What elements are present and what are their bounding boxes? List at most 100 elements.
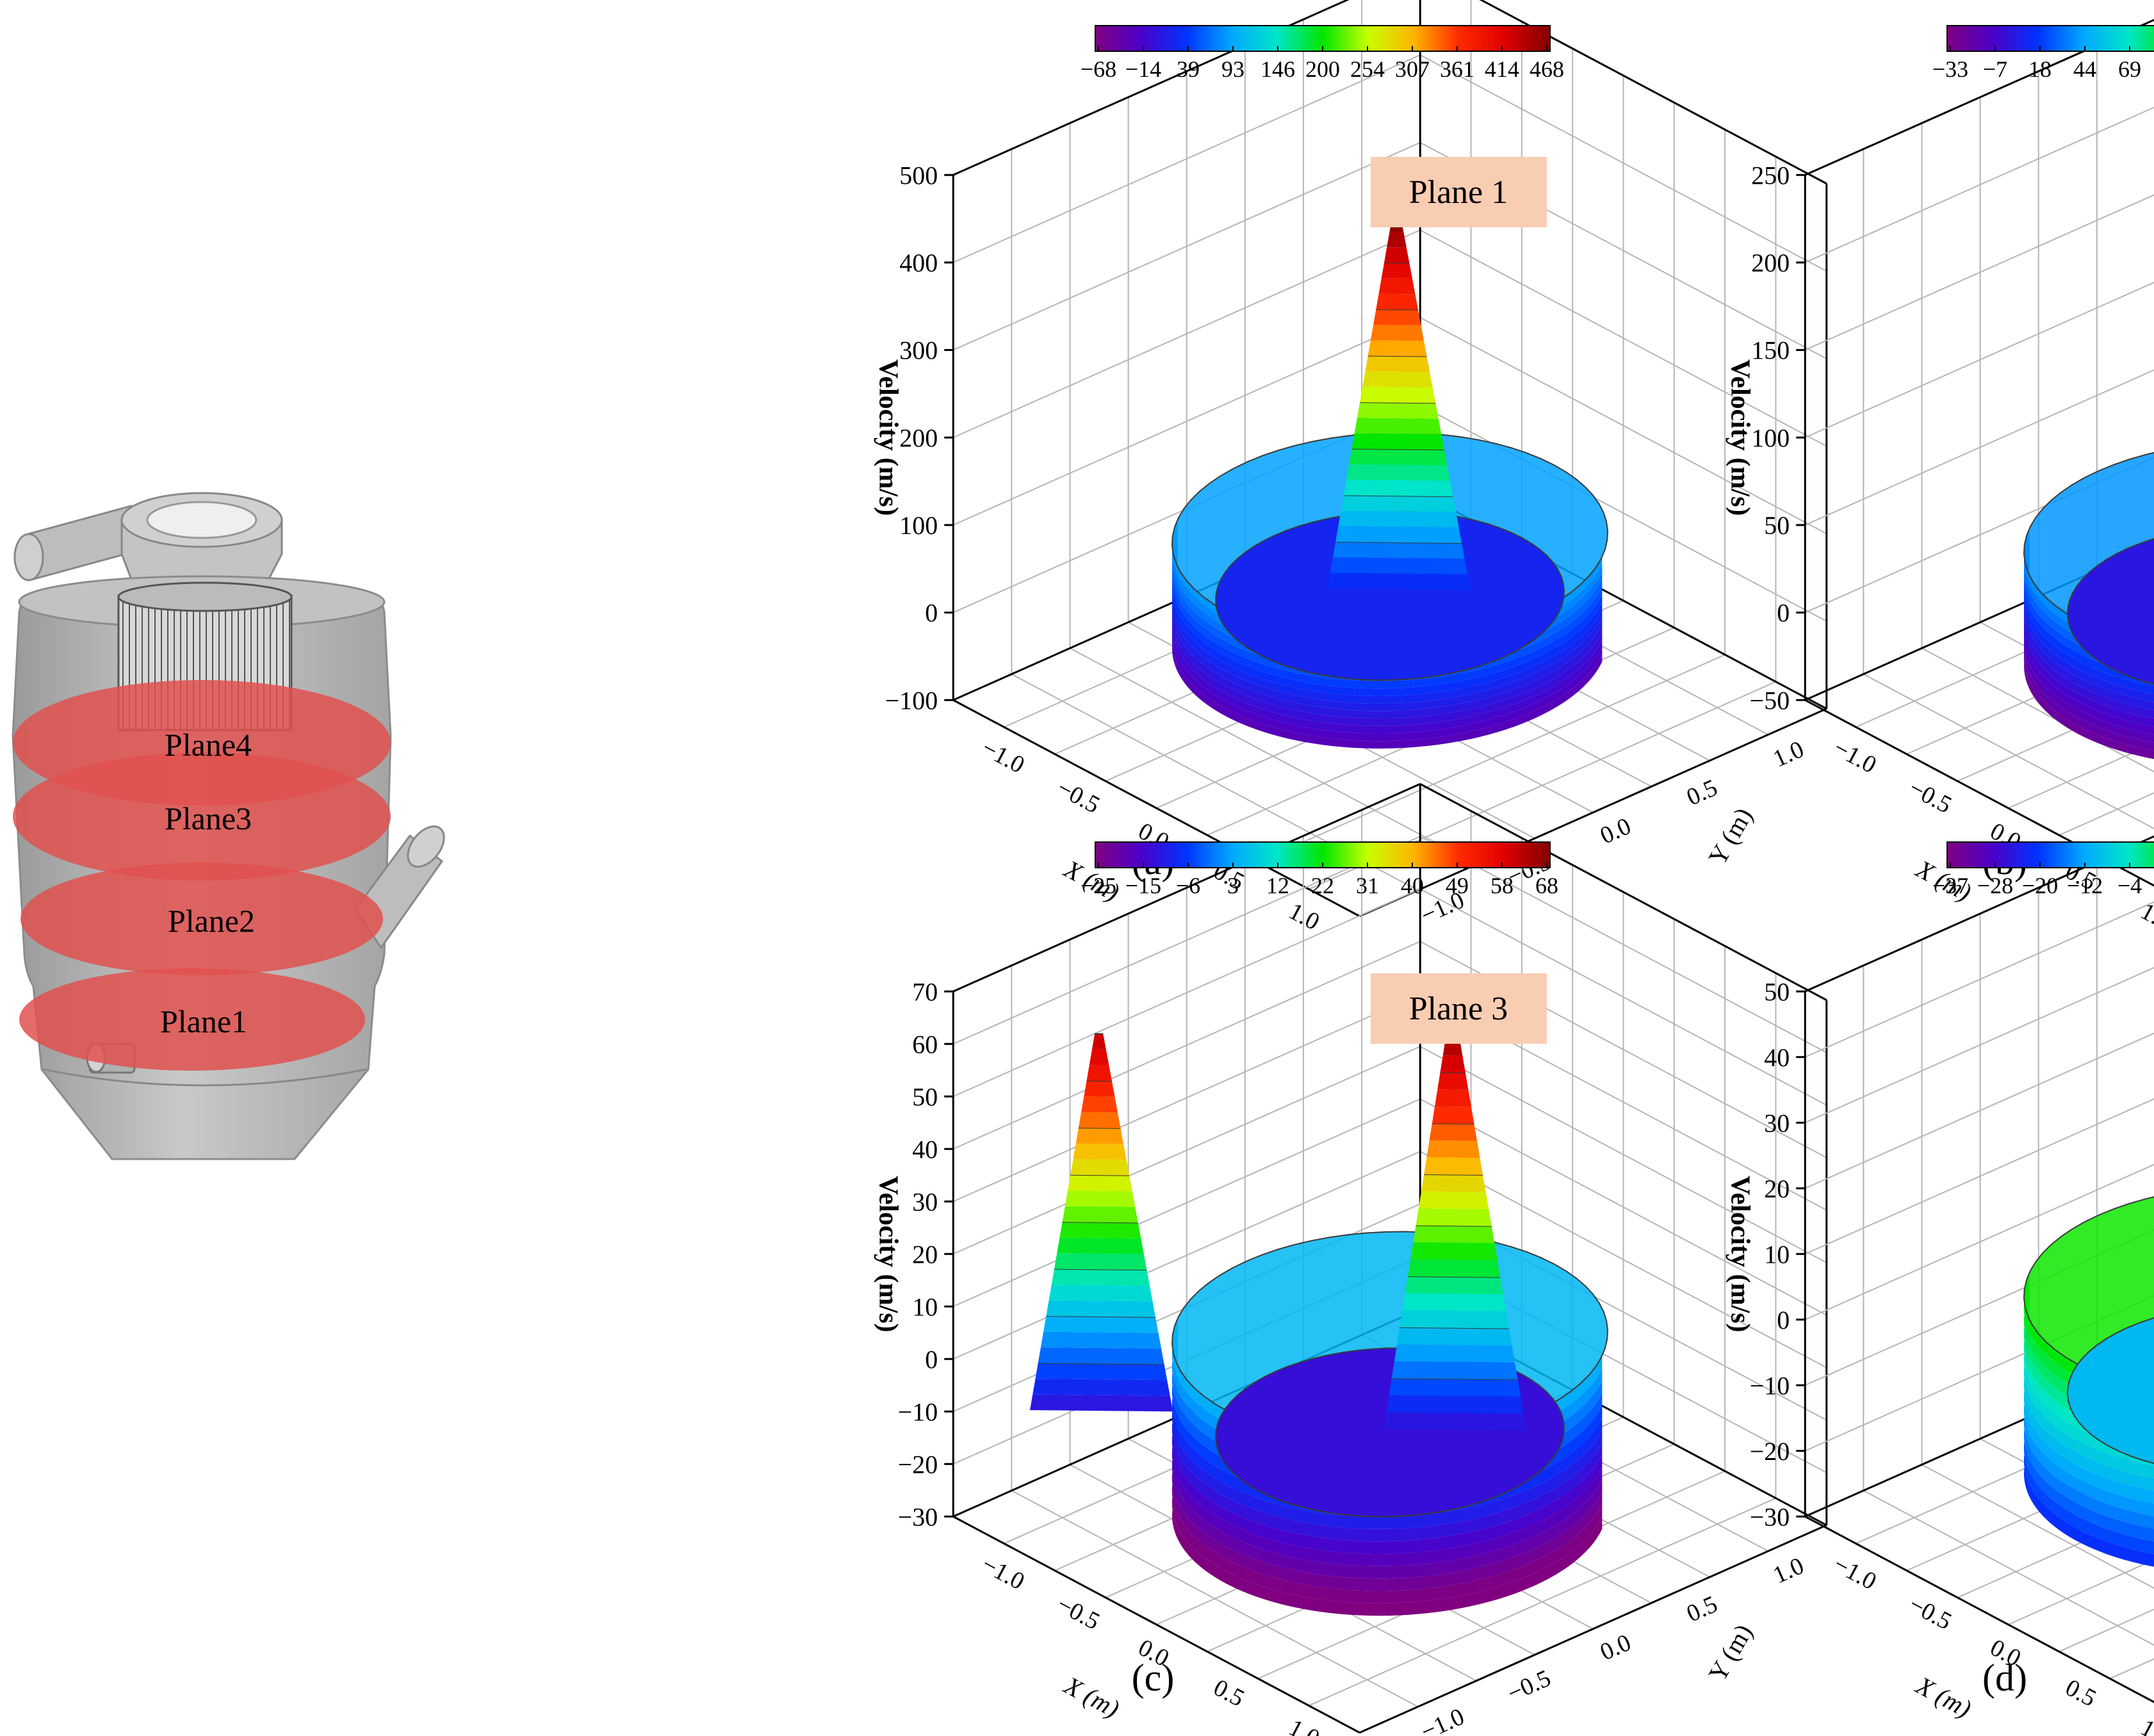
x-tick-label: 1.0 <box>2136 1714 2154 1736</box>
axis-edge <box>952 783 1421 993</box>
plane-label-text: Plane 3 <box>1409 991 1508 1027</box>
z-tick-label: 0 <box>1777 599 1790 628</box>
peak-slice <box>1429 1123 1478 1141</box>
grid-line-z <box>1804 194 2154 351</box>
peak-slice <box>1086 1065 1112 1082</box>
contour-line <box>1424 1173 1483 1176</box>
peak-slice <box>1365 355 1430 372</box>
contour-line <box>1038 1362 1164 1365</box>
inlet-pipe-opening <box>13 533 44 581</box>
colorbar-tick-label: 39 <box>1177 56 1200 82</box>
x-tick-label: −0.5 <box>1052 1591 1104 1635</box>
colorbar-tick-label: 361 <box>1440 56 1474 82</box>
grid-line-z <box>1804 967 2154 1124</box>
x-tick-label: −1.0 <box>1829 734 1881 779</box>
peak-slice <box>1330 557 1468 574</box>
ring-band <box>2023 577 2154 702</box>
colorbar-tick-label: −6 <box>1176 873 1200 898</box>
y-tick-label: 0.5 <box>1683 774 1721 811</box>
colorbar-tick-label: 58 <box>1490 873 1514 898</box>
ring-band <box>2023 569 2154 694</box>
ring-band <box>2023 1386 2154 1516</box>
x-tick-label: 1.0 <box>1284 1714 1324 1736</box>
peak-slice <box>1065 1190 1136 1207</box>
peak-slice <box>1399 1310 1510 1329</box>
peak-slice <box>1435 1089 1472 1107</box>
peak-slice <box>1437 1072 1469 1090</box>
peak-slice <box>1341 495 1456 512</box>
axis-edge <box>1359 708 1827 918</box>
ring-band <box>2023 560 2154 686</box>
grid-b <box>1804 19 2154 887</box>
grid-line-z <box>1804 106 2154 263</box>
contour-line <box>1070 1174 1130 1176</box>
colorbar-tick-label: 40 <box>1401 873 1424 898</box>
axis-edge <box>1804 835 2154 993</box>
peak-slice <box>1089 1049 1109 1066</box>
colorbar-tick-label: −15 <box>1125 873 1161 898</box>
ring-band <box>2023 609 2154 735</box>
peak-slice <box>1335 526 1462 544</box>
plane3-disk <box>13 752 391 880</box>
grid-line-floor <box>1309 1497 1776 1707</box>
contour-line <box>1360 402 1436 404</box>
grid-line-z <box>1804 1229 2154 1386</box>
z-tick-label: 100 <box>899 511 938 540</box>
peak-slice <box>1346 464 1450 481</box>
colorbar-tick-label: −33 <box>1932 56 1968 82</box>
peak-slice <box>1387 231 1407 248</box>
colorbar-tick-label: 22 <box>1311 873 1334 898</box>
plane3-label: Plane3 <box>165 800 252 836</box>
grid-line-floor <box>2008 742 2154 809</box>
peak-slice <box>1440 1055 1465 1073</box>
grid-line-z <box>1804 1098 2154 1255</box>
x-axis-label: X (m) <box>1059 1670 1124 1723</box>
axes-b: 250 200 150 100 50 0 −50 Velocity (m/s) −1.0 −0.5… <box>1725 19 2154 936</box>
axis-edge <box>1804 19 2154 176</box>
z-tick-label: 50 <box>1764 977 1790 1006</box>
z-tick-label: −100 <box>885 686 938 715</box>
grid-line-z <box>1804 1032 2154 1189</box>
surface-d <box>2023 1196 2154 1567</box>
peak-slice <box>1349 448 1448 466</box>
peak-slice <box>1370 325 1424 341</box>
peak-slice <box>1030 1394 1173 1412</box>
z-tick-label: 60 <box>912 1030 938 1059</box>
z-tick-label: 40 <box>912 1135 938 1164</box>
plane-label-box-a: Plane 1 <box>1371 157 1547 227</box>
colorbar-tick-label: 200 <box>1305 56 1340 82</box>
peak-slice <box>1051 1269 1150 1286</box>
y-tick-label: 1.0 <box>1769 736 1807 773</box>
peak-slice <box>1413 1225 1495 1244</box>
ring-band <box>2023 633 2154 759</box>
ring-band <box>2023 1374 2154 1504</box>
z-tick-label: −10 <box>898 1397 938 1426</box>
peak-slice <box>1054 1253 1147 1270</box>
colorbar-gradient <box>1946 25 2154 52</box>
axis-edge <box>952 0 1350 176</box>
peak-slice <box>1381 263 1412 279</box>
peak-slice <box>1038 1347 1164 1365</box>
peak-slice <box>1360 387 1436 403</box>
plane2-label: Plane2 <box>168 903 255 939</box>
z-tick-label: −10 <box>1750 1371 1790 1400</box>
peak-slice <box>1421 1174 1486 1192</box>
grid-line-floor <box>1957 693 2154 782</box>
contour-line <box>1367 355 1427 357</box>
surface-a <box>1171 215 1608 749</box>
peak-slice <box>1378 278 1416 295</box>
ring-band <box>2023 626 2154 751</box>
peak-slice <box>1057 1237 1144 1254</box>
peak-slice <box>1383 1412 1527 1431</box>
x-tick-label: −1.0 <box>1829 1551 1881 1595</box>
side-pipe-opening <box>407 825 445 868</box>
axis-edge <box>1359 1524 1827 1734</box>
peak-slice <box>1043 1316 1159 1333</box>
peak-slice <box>1426 1140 1480 1158</box>
z-tick-label: 0 <box>1777 1306 1790 1334</box>
colorbar-tick-label: −7 <box>1983 56 2007 82</box>
peak-slice <box>1367 340 1427 357</box>
grid-line-z <box>1804 901 2154 1058</box>
surface-b <box>2023 451 2154 759</box>
peak-slice <box>1351 433 1444 450</box>
